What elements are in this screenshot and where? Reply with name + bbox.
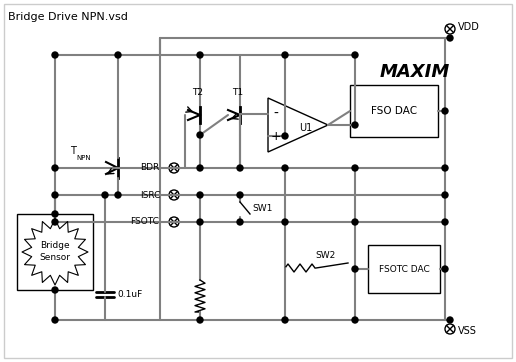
Circle shape [447,317,453,323]
Circle shape [282,219,288,225]
Text: VDD: VDD [458,22,480,32]
Text: FSOTC: FSOTC [130,218,159,227]
Circle shape [352,165,358,171]
Text: Sensor: Sensor [40,253,71,261]
Circle shape [52,211,58,217]
Text: Bridge Drive NPN.vsd: Bridge Drive NPN.vsd [8,12,128,22]
Circle shape [197,192,203,198]
Circle shape [352,266,358,272]
Circle shape [282,52,288,58]
Circle shape [115,192,121,198]
Circle shape [442,266,448,272]
Circle shape [52,192,58,198]
Bar [368,245,440,293]
Circle shape [352,219,358,225]
Circle shape [282,165,288,171]
Circle shape [197,317,203,323]
Text: -: - [273,107,279,121]
Circle shape [52,287,58,293]
Circle shape [352,122,358,128]
Circle shape [352,317,358,323]
Circle shape [442,108,448,114]
Text: T1: T1 [232,88,244,97]
Circle shape [197,219,203,225]
Circle shape [102,192,108,198]
Text: NPN: NPN [76,155,91,161]
Circle shape [442,219,448,225]
Circle shape [52,219,58,225]
Text: FSOTC DAC: FSOTC DAC [379,265,429,274]
Circle shape [442,192,448,198]
Circle shape [237,192,243,198]
Text: T2: T2 [192,88,203,97]
Circle shape [115,52,121,58]
Circle shape [237,165,243,171]
Circle shape [447,35,453,41]
Circle shape [197,165,203,171]
Text: MAXIM: MAXIM [380,63,450,81]
Circle shape [52,165,58,171]
Text: SW2: SW2 [315,252,335,261]
Text: SW1: SW1 [252,204,272,213]
Circle shape [282,133,288,139]
Text: 0.1uF: 0.1uF [117,290,142,299]
Circle shape [52,317,58,323]
Bar [350,85,438,137]
Circle shape [442,165,448,171]
Text: VSS: VSS [458,326,477,336]
Circle shape [52,52,58,58]
Text: T: T [70,146,76,156]
Bar [17,214,93,290]
Polygon shape [22,219,88,285]
Text: BDR: BDR [140,164,159,173]
Text: U1: U1 [299,123,313,133]
Circle shape [352,52,358,58]
Text: +: + [271,130,281,143]
Circle shape [282,317,288,323]
Text: Bridge: Bridge [40,241,70,251]
Text: ISRC: ISRC [140,190,160,199]
Circle shape [237,219,243,225]
Text: FSO DAC: FSO DAC [371,106,417,116]
Circle shape [197,132,203,138]
Circle shape [197,52,203,58]
